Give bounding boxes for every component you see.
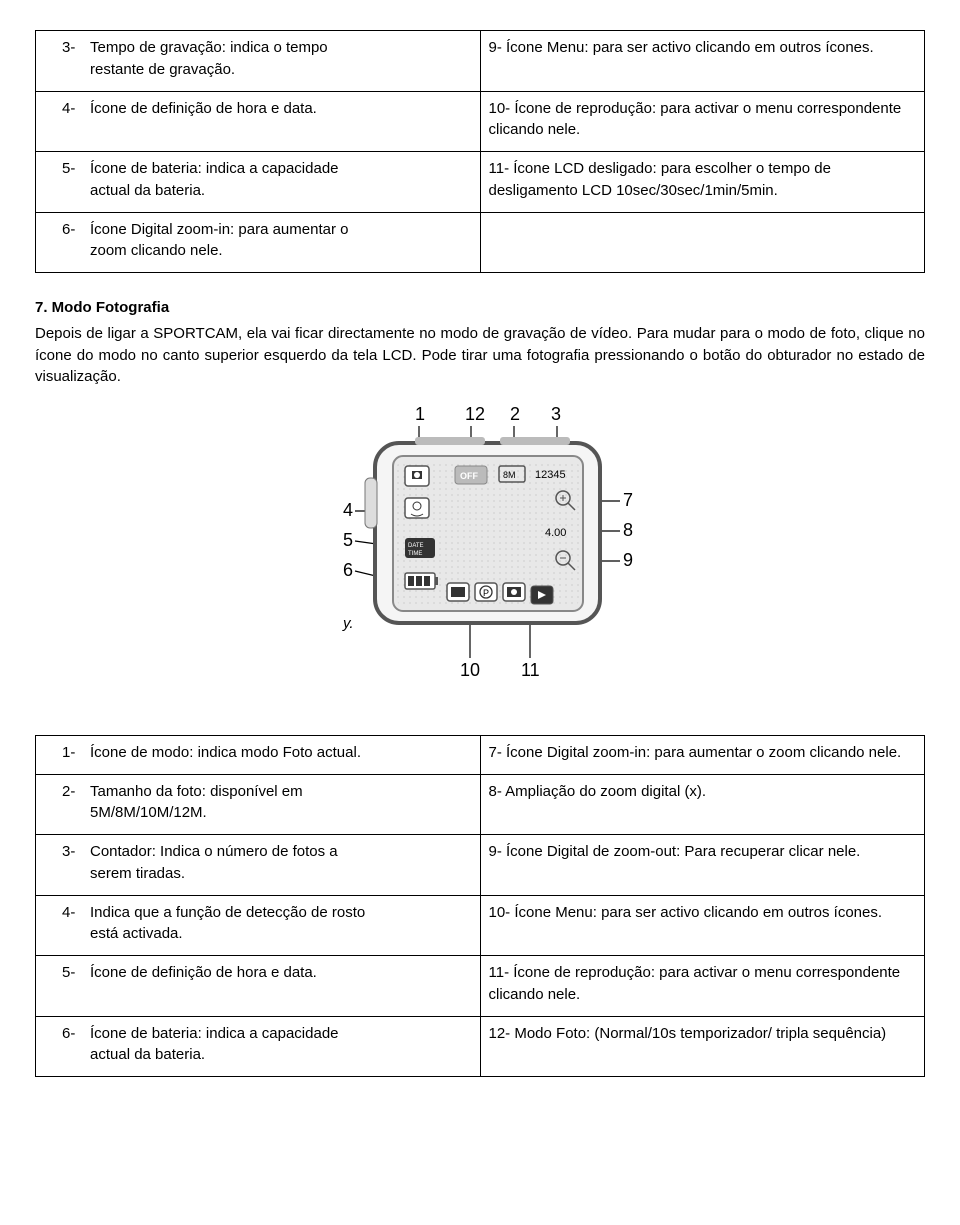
camera-screen-diagram: 1 12 2 3 4 5 6 7 8 9 10 11	[35, 398, 925, 705]
section-title: 7. Modo Fotografia	[35, 297, 925, 319]
callout-9: 9	[623, 550, 633, 570]
p-mode-icon: P	[483, 588, 489, 598]
item-text: Indica que a função de detecção de rosto	[90, 902, 472, 924]
item-subtext: 5M/8M/10M/12M.	[44, 802, 472, 824]
item-number: 5-	[44, 962, 90, 984]
item-right: 7- Ícone Digital zoom-in: para aumentar …	[489, 744, 902, 761]
item-right: 9- Ícone Menu: para ser activo clicando …	[489, 39, 874, 56]
date-icon-line2: TIME	[408, 551, 422, 557]
callout-10: 10	[460, 660, 480, 680]
item-number: 1-	[44, 742, 90, 764]
counter-text: 12345	[535, 469, 566, 481]
item-subtext: actual da bateria.	[44, 180, 472, 202]
item-number: 2-	[44, 781, 90, 803]
item-right: 9- Ícone Digital de zoom-out: Para recup…	[489, 843, 861, 860]
item-right: 8- Ampliação do zoom digital (x).	[489, 783, 707, 800]
item-number: 4-	[44, 98, 90, 120]
item-right: 10- Ícone Menu: para ser activo clicando…	[489, 904, 883, 921]
item-text: Tamanho da foto: disponível em	[90, 781, 472, 803]
item-subtext: zoom clicando nele.	[44, 240, 472, 262]
off-icon: OFF	[460, 471, 478, 481]
callout-1: 1	[415, 404, 425, 424]
callout-2: 2	[510, 404, 520, 424]
callout-7: 7	[623, 490, 633, 510]
item-right: 12- Modo Foto: (Normal/10s temporizador/…	[489, 1025, 887, 1042]
item-text: Ícone de definição de hora e data.	[90, 962, 472, 984]
item-subtext: restante de gravação.	[44, 59, 472, 81]
callout-11: 11	[521, 660, 540, 680]
table-icon-descriptions-1: 3- Tempo de gravação: indica o tempo res…	[35, 30, 925, 273]
callout-8: 8	[623, 520, 633, 540]
item-text: Ícone de bateria: indica a capacidade	[90, 1023, 472, 1045]
item-subtext: actual da bateria.	[44, 1044, 472, 1066]
callout-6: 6	[343, 560, 353, 580]
item-right: 11- Ícone de reprodução: para activar o …	[489, 964, 901, 1003]
item-number: 3-	[44, 841, 90, 863]
item-text: Ícone de modo: indica modo Foto actual.	[90, 742, 472, 764]
zoom-value: 4.00	[545, 527, 566, 539]
callout-5: 5	[343, 530, 353, 550]
callout-12: 12	[465, 404, 485, 424]
item-subtext: está activada.	[44, 923, 472, 945]
y-label: y.	[342, 615, 354, 632]
item-number: 6-	[44, 219, 90, 241]
item-text: Ícone de definição de hora e data.	[90, 98, 472, 120]
callout-4: 4	[343, 500, 353, 520]
item-text: Contador: Indica o número de fotos a	[90, 841, 472, 863]
item-number: 4-	[44, 902, 90, 924]
item-number: 5-	[44, 158, 90, 180]
item-number: 6-	[44, 1023, 90, 1045]
callout-3: 3	[551, 404, 561, 424]
item-right: 11- Ícone LCD desligado: para escolher o…	[489, 160, 831, 199]
resolution-text: 8M	[503, 470, 516, 480]
table-icon-descriptions-2: 1- Ícone de modo: indica modo Foto actua…	[35, 735, 925, 1077]
item-right: 10- Ícone de reprodução: para activar o …	[489, 100, 902, 139]
item-text: Ícone de bateria: indica a capacidade	[90, 158, 472, 180]
date-icon-line1: DATE	[408, 543, 424, 549]
item-text: Tempo de gravação: indica o tempo	[90, 37, 472, 59]
section-paragraph: Depois de ligar a SPORTCAM, ela vai fica…	[35, 323, 925, 388]
item-number: 3-	[44, 37, 90, 59]
item-text: Ícone Digital zoom-in: para aumentar o	[90, 219, 472, 241]
item-subtext: serem tiradas.	[44, 863, 472, 885]
